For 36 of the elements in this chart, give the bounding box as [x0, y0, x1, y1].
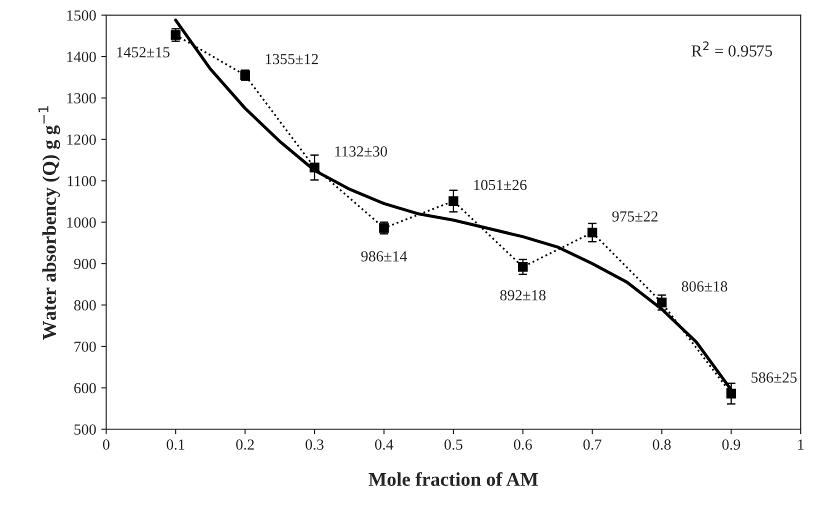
- data-label: 1452±15: [117, 47, 170, 58]
- x-tick-label: 0.1: [166, 439, 184, 450]
- x-tick-label: 0: [102, 439, 110, 450]
- x-tick-label: 0.2: [236, 439, 254, 450]
- x-tick-label: 0.3: [306, 439, 324, 450]
- y-tick-label: 800: [74, 300, 96, 310]
- y-tick-label: 1000: [67, 217, 96, 228]
- x-tick-label: 0.8: [652, 439, 671, 450]
- y-tick-label: 1200: [67, 134, 96, 145]
- y-tick-label: 700: [74, 342, 96, 352]
- x-axis-title: Mole fraction of AM: [368, 472, 538, 486]
- x-tick-label: 0.4: [375, 439, 394, 450]
- annotation: R$^{2}$ = 0.9575: [692, 41, 772, 57]
- point: [448, 196, 458, 206]
- x-tick-label: 0.9: [722, 439, 740, 450]
- data-label: 1051±26: [474, 180, 527, 190]
- x-tick-label: 0.6: [514, 439, 532, 450]
- y-tick-label: 900: [74, 258, 96, 270]
- data-label: 892±18: [500, 290, 546, 300]
- y-tick-label: 1300: [67, 93, 96, 104]
- y-tick-label: 1400: [67, 52, 96, 62]
- y-axis-title: Water absorbency (Q) g g$^{−1}$: [38, 106, 60, 340]
- y-tick-label: 600: [74, 382, 96, 394]
- data-label: 1355±12: [266, 54, 318, 64]
- y-tick-label: 500: [74, 424, 96, 435]
- y-tick-label: 1500: [67, 10, 96, 21]
- data-label: 975±22: [612, 211, 658, 222]
- data-label: 586±25: [752, 372, 797, 383]
- y-tick-label: 1100: [68, 176, 96, 186]
- data-label: 1132±30: [335, 146, 388, 157]
- point: [518, 262, 528, 272]
- data-label: 806±18: [682, 281, 728, 292]
- x-tick-label: 1: [798, 439, 804, 450]
- data-label: 986±14: [361, 251, 408, 262]
- x-tick-label: 0.7: [583, 439, 602, 450]
- x-tick-label: 0.5: [444, 439, 462, 450]
